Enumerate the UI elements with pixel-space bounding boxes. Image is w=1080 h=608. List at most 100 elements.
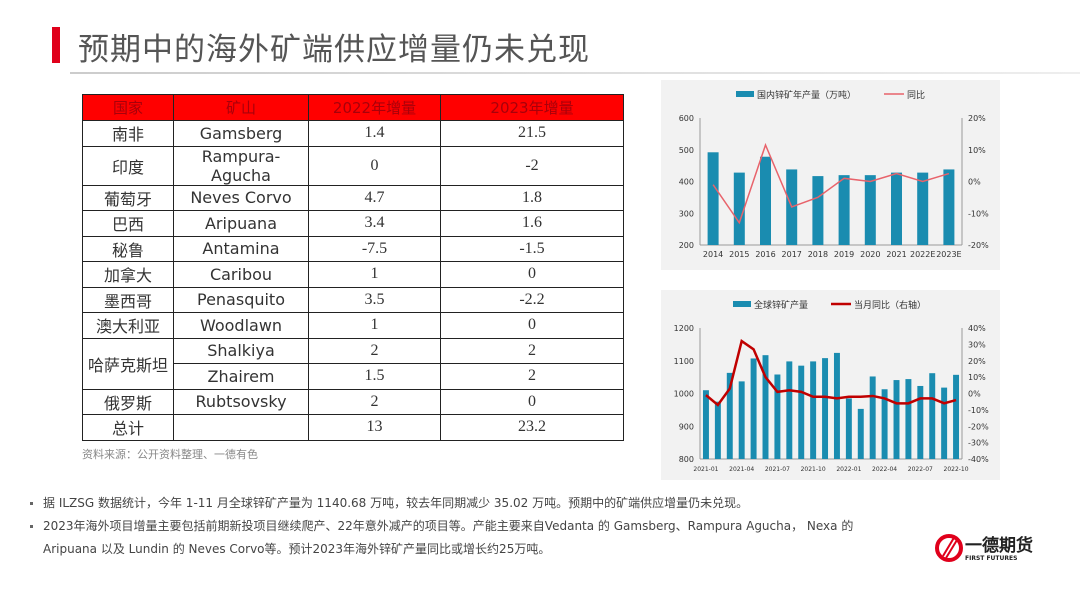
x-tick-label: 2019	[834, 250, 854, 259]
bar	[707, 152, 719, 245]
x-tick-label: 2016	[755, 250, 775, 259]
bar	[864, 175, 876, 245]
bar	[822, 358, 829, 459]
global-zinc-chart-svg: 1200 1100 1000 900 800 40% 30% 20% 10% 0% -10% -20%…	[674, 299, 989, 473]
bar	[733, 172, 745, 245]
x-tick-label: 2023E	[936, 250, 961, 259]
table-row: 墨西哥 Penasquito 3.5 -2.2	[82, 286, 624, 313]
table-row: 印度 Rampura-Agucha 0 -2	[82, 145, 624, 186]
legend-bar-swatch	[736, 91, 754, 97]
y2-tick-label: -30%	[968, 439, 989, 448]
table-row: 葡萄牙 Neves Corvo 4.7 1.8	[82, 184, 624, 211]
cell-2022: -7.5	[308, 235, 441, 262]
cell-country: 澳大利亚	[82, 312, 174, 339]
bar	[774, 374, 781, 459]
legend-bar-label: 全球锌矿产量	[754, 299, 808, 311]
y-tick-label: 200	[679, 241, 694, 250]
y2-tick-label: 10%	[968, 146, 986, 155]
logo-english: FIRST FUTURES	[965, 555, 1018, 562]
table-row: 哈萨克斯坦 Shalkiya 2 2	[82, 337, 624, 390]
header-2023: 2023年增量	[440, 94, 624, 121]
table-row: Zhairem 1.5 2	[83, 363, 624, 390]
legend-bar-swatch	[733, 301, 751, 307]
company-logo: 一德期货 FIRST FUTURES	[935, 528, 1035, 568]
table-row: 澳大利亚 Woodlawn 1 0	[82, 312, 624, 339]
bullet-1: 据 ILZSG 数据统计，今年 1-11 月全球锌矿产量为 1140.68 万吨…	[30, 492, 853, 515]
cell-2023: 21.5	[440, 120, 624, 147]
x-tick-label: 2021-07	[765, 466, 790, 473]
y2-tick-label: -20%	[968, 422, 989, 431]
header-mine: 矿山	[173, 94, 309, 121]
y2-tick-label: 20%	[968, 357, 986, 366]
x-tick-label: 2021-10	[801, 466, 826, 473]
y2-tick-label: -10%	[968, 406, 989, 415]
table-row: 俄罗斯 Rubtsovsky 2 0	[82, 388, 624, 415]
y-tick-label: 300	[679, 209, 694, 218]
cell-mine: Rubtsovsky	[173, 388, 309, 415]
cell-2022: 1	[308, 261, 441, 288]
table-header-row: 国家 矿山 2022年增量 2023年增量	[82, 94, 624, 121]
x-tick-label: 2022-07	[908, 466, 933, 473]
table-row: 巴西 Aripuana 3.4 1.6	[82, 210, 624, 237]
cell-mine: Penasquito	[173, 286, 309, 313]
cell-2023: 23.2	[440, 414, 624, 441]
bar	[929, 373, 936, 459]
x-tick-label: 2015	[729, 250, 749, 259]
y-tick-label: 1100	[674, 357, 694, 366]
y-tick-label: 1000	[674, 390, 694, 399]
x-tick-label: 2017	[782, 250, 802, 259]
bar	[845, 398, 852, 459]
x-tick-label: 2022-01	[836, 466, 861, 473]
title-divider	[70, 72, 1080, 74]
cell-mine: Rampura-Agucha	[173, 145, 309, 186]
bar	[833, 352, 840, 459]
cell-2023: -2.2	[440, 286, 624, 313]
bar	[738, 381, 745, 459]
source-note: 资料来源：公开资料整理、一德有色	[82, 448, 258, 461]
cell-mine: Neves Corvo	[173, 184, 309, 211]
y2-tick-label: 40%	[968, 324, 986, 333]
cell-2023: 2	[440, 337, 624, 364]
bar	[786, 361, 793, 459]
bar	[762, 355, 769, 459]
y2-tick-label: 30%	[968, 340, 986, 349]
bar	[857, 408, 864, 459]
bar	[812, 176, 824, 245]
cell-2022: 2	[308, 337, 441, 364]
bullet-2: 2023年海外项目增量主要包括前期新投项目继续爬产、22年意外减产的项目等。产能…	[30, 515, 853, 538]
cell-2023: 1.8	[440, 184, 624, 211]
bar	[890, 172, 903, 245]
yoy-line	[705, 339, 957, 407]
header-2022: 2022年增量	[308, 94, 441, 121]
bar	[726, 372, 733, 459]
cell-country: 墨西哥	[82, 286, 174, 313]
logo-emblem-icon	[935, 534, 963, 562]
cell-2023: 0	[440, 388, 624, 415]
y2-tick-label: -20%	[968, 241, 989, 250]
cell-country: 总计	[82, 414, 174, 441]
page-title: 预期中的海外矿端供应增量仍未兑现	[78, 32, 590, 68]
cell-2023: 0	[440, 261, 624, 288]
cell-2022: 1.5	[308, 363, 441, 390]
bullet-list: 据 ILZSG 数据统计，今年 1-11 月全球锌矿产量为 1140.68 万吨…	[30, 492, 853, 561]
x-tick-label: 2018	[808, 250, 828, 259]
logo-name: 一德期货	[965, 536, 1033, 556]
bar	[881, 389, 888, 459]
y-tick-label: 900	[679, 422, 694, 431]
cell-mine: Aripuana	[173, 210, 309, 237]
x-tick-label: 2021	[886, 250, 906, 259]
yoy-line	[712, 142, 950, 225]
cell-country: 哈萨克斯坦	[82, 337, 174, 390]
cell-country: 巴西	[82, 210, 174, 237]
y-tick-label: 600	[679, 114, 694, 123]
cell-2022: 4.7	[308, 184, 441, 211]
x-tick-label: 2021-04	[729, 466, 754, 473]
cell-2023: 2	[440, 363, 624, 390]
cell-country: 秘鲁	[82, 235, 174, 262]
table-row: 加拿大 Caribou 1 0	[82, 261, 624, 288]
cell-2022: 3.4	[308, 210, 441, 237]
bullet-2-continued: Aripuana 以及 Lundin 的 Neves Corvo等。预计2023…	[43, 542, 551, 556]
bar	[905, 379, 912, 459]
x-tick-label: 2022-10	[944, 466, 969, 473]
bar	[943, 169, 955, 245]
